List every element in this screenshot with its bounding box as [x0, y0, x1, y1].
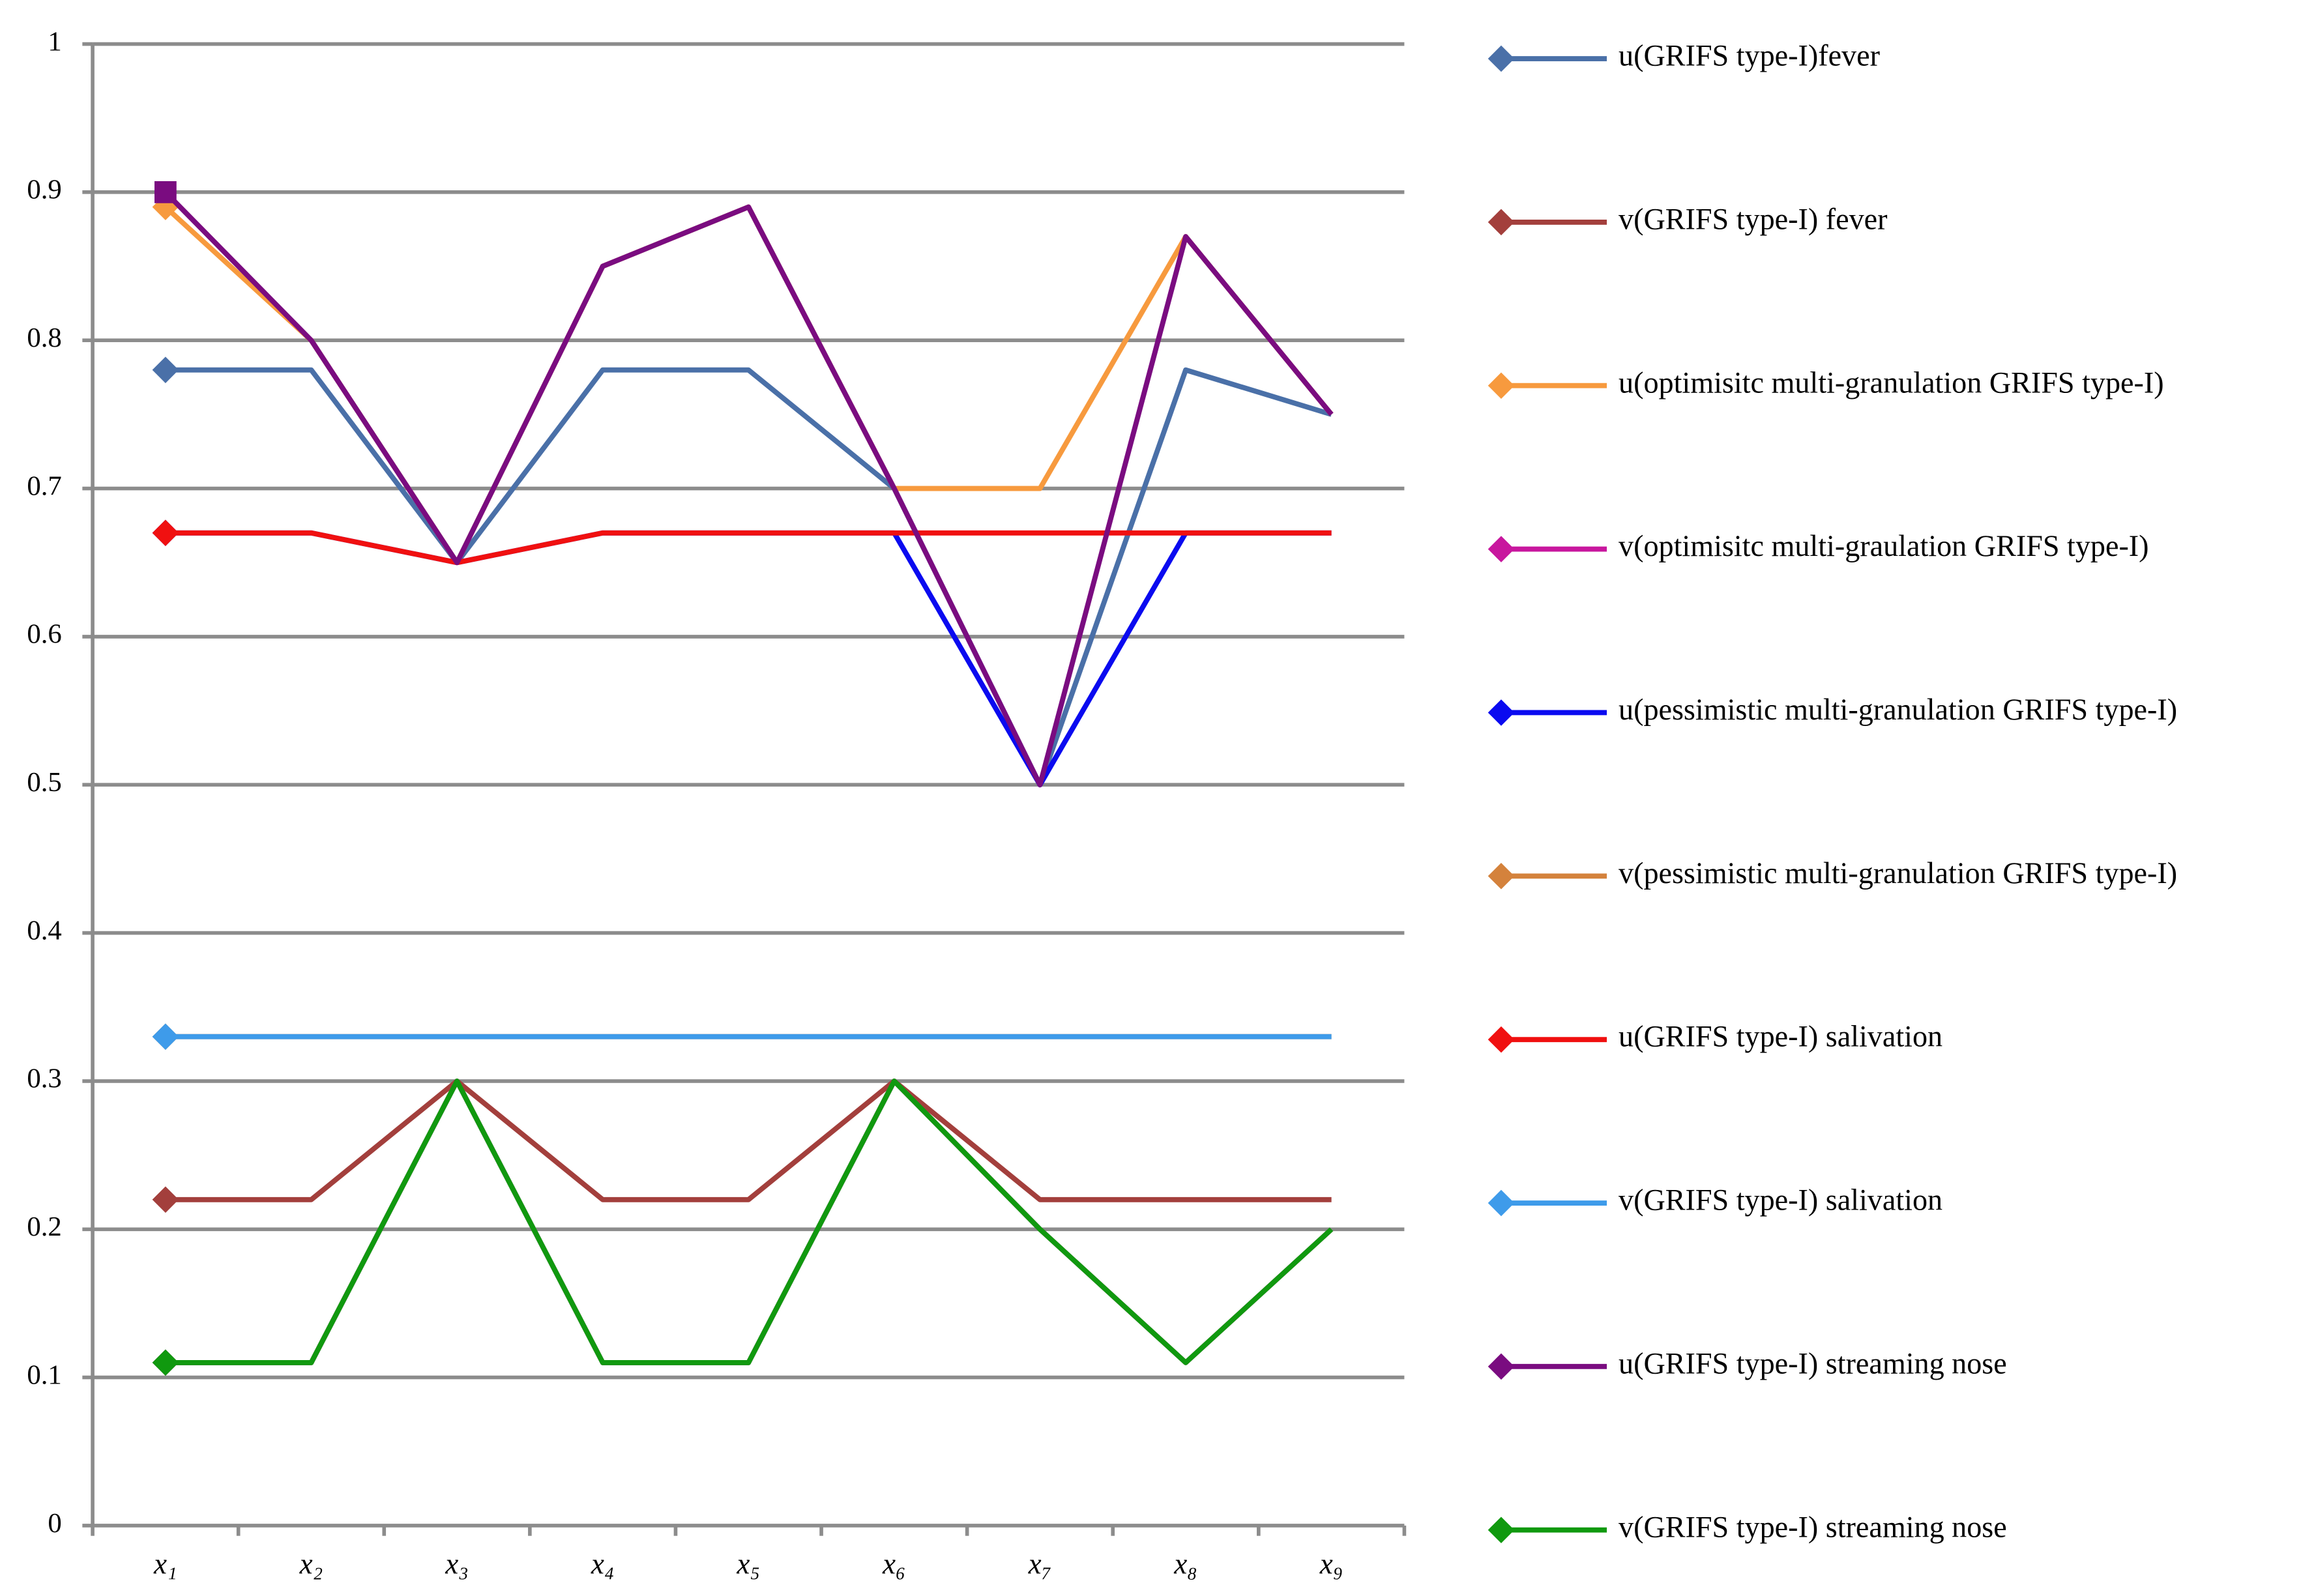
legend-label: u(pessimistic multi-granulation GRIFS ty… — [1619, 693, 2177, 726]
x-tick-label: x₈ — [1173, 1547, 1197, 1580]
y-tick-label: 0.5 — [27, 767, 61, 798]
y-tick-label: 0.8 — [27, 323, 61, 353]
series-marker — [152, 1186, 179, 1213]
legend-label: u(optimisitc multi-granulation GRIFS typ… — [1619, 366, 2164, 399]
legend-marker — [1488, 209, 1515, 236]
legend-label: v(optimisitc multi-graulation GRIFS type… — [1619, 529, 2149, 562]
series-marker — [152, 1349, 179, 1376]
y-tick-label: 0 — [48, 1508, 61, 1539]
series-line — [165, 1078, 1334, 1365]
y-tick-label: 0.1 — [27, 1359, 61, 1390]
x-tick-label: x₉ — [1319, 1547, 1343, 1580]
series-line — [165, 530, 1332, 788]
x-tick-label: x₃ — [445, 1547, 469, 1580]
series-marker — [152, 1023, 179, 1050]
x-tick-label: x₇ — [1028, 1547, 1052, 1580]
x-tick-label: x₄ — [591, 1547, 615, 1580]
series-marker — [152, 356, 179, 383]
legend-label: u(GRIFS type-I)fever — [1619, 39, 1880, 72]
series-marker — [152, 519, 179, 547]
series-line — [165, 530, 1332, 566]
legend-label: v(GRIFS type-I) fever — [1619, 202, 1887, 235]
legend-label: u(GRIFS type-I) salivation — [1619, 1020, 1942, 1053]
x-tick-label: x₆ — [882, 1547, 906, 1580]
y-tick-label: 1 — [48, 26, 61, 57]
y-tick-label: 0.2 — [27, 1212, 61, 1242]
x-tick-label: x₁ — [153, 1547, 177, 1580]
legend-marker — [1488, 699, 1515, 726]
series-line — [164, 190, 1334, 788]
legend-marker — [1488, 372, 1515, 399]
legend-marker — [1488, 1189, 1515, 1217]
series-line — [165, 1078, 1334, 1365]
y-tick-label: 0.4 — [27, 915, 61, 946]
series-marker — [154, 181, 177, 203]
legend-marker — [1488, 1026, 1515, 1053]
legend-marker — [1488, 1353, 1515, 1380]
series-line — [165, 367, 1332, 788]
y-tick-label: 0.6 — [27, 619, 61, 650]
y-tick-label: 0.7 — [27, 471, 61, 501]
legend-label: u(GRIFS type-I) streaming nose — [1619, 1346, 2007, 1380]
legend-marker — [1488, 536, 1515, 562]
legend-marker — [1488, 863, 1515, 890]
series-line — [165, 1078, 1332, 1202]
legend-label: v(pessimistic multi-granulation GRIFS ty… — [1619, 856, 2177, 890]
legend-marker — [1488, 45, 1515, 72]
legend-label: v(GRIFS type-I) streaming nose — [1619, 1510, 2007, 1543]
x-tick-label: x₅ — [736, 1547, 760, 1580]
x-tick-label: x₂ — [299, 1547, 323, 1580]
y-tick-label: 0.9 — [27, 175, 61, 205]
legend-marker — [1488, 1516, 1515, 1543]
y-tick-label: 0.3 — [27, 1064, 61, 1094]
legend-label: v(GRIFS type-I) salivation — [1619, 1183, 1942, 1217]
